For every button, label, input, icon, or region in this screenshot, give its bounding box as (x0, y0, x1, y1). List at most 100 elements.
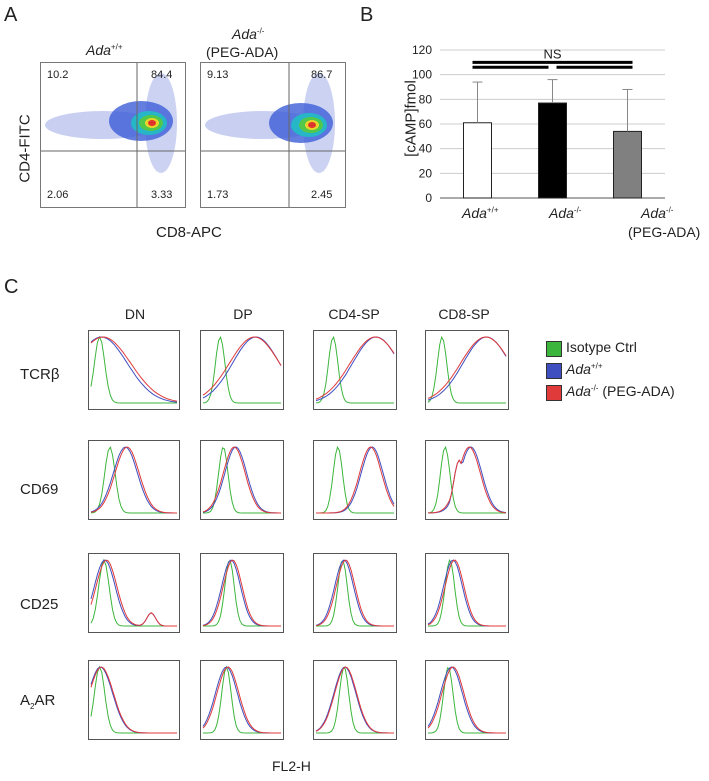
quadrant-lr-right: 2.45 (311, 189, 333, 201)
row-title-tcrb: TCRβ (20, 366, 60, 383)
bar-0 (463, 122, 492, 199)
histogram-plot (315, 335, 395, 404)
histogram-trace-0 (90, 665, 177, 734)
histogram-r0-c2 (313, 330, 397, 410)
histogram-trace-2 (427, 336, 507, 399)
legend-swatch-knockout (546, 385, 562, 401)
bar-2 (613, 130, 642, 199)
histogram-trace-2 (315, 336, 395, 400)
significance-label: NS (543, 47, 561, 62)
histogram-plot (202, 559, 281, 627)
legend-label-isotype: Isotype Ctrl (566, 339, 637, 355)
histogram-r2-c3 (425, 553, 509, 633)
histogram-r0-c3 (425, 330, 509, 410)
histogram-trace-0 (316, 445, 394, 514)
histogram-trace-2 (316, 446, 395, 514)
histogram-plot (90, 445, 177, 514)
histogram-trace-0 (316, 667, 394, 734)
histogram-plot (427, 558, 506, 627)
quadrant-ul-right: 9.13 (207, 69, 229, 81)
histogram-trace-0 (90, 445, 177, 514)
histogram-trace-2 (202, 446, 281, 514)
y-tick-label-0: 0 (425, 191, 432, 205)
bar-chart: 0 20 40 60 80 100 120 NS (412, 43, 665, 205)
row-title-cd69: CD69 (20, 481, 59, 498)
histogram-trace-2 (90, 446, 177, 514)
column-title-dp: DP (233, 306, 253, 322)
histogram-trace-1 (427, 559, 506, 627)
histogram-trace-1 (90, 559, 177, 627)
histogram-r1-c3 (425, 440, 509, 520)
histogram-r2-c0 (88, 553, 180, 633)
dotplot-right-subtitle: (PEG-ADA) (206, 44, 279, 60)
histogram-trace-0 (427, 445, 506, 514)
bar-category-sublabel-2: (PEG-ADA) (628, 224, 701, 240)
histogram-trace-1 (90, 666, 177, 734)
histogram-trace-1 (427, 446, 507, 514)
histogram-trace-2 (428, 446, 507, 514)
bar-chart-y-label: [cAMP]fmol (402, 80, 420, 157)
histogram-trace-0 (427, 335, 506, 404)
legend-swatch-isotype (546, 341, 562, 357)
histogram-trace-0 (315, 335, 394, 404)
dotplot-y-label: CD4-FITC (16, 114, 34, 183)
histogram-plot (202, 446, 281, 514)
histogram-trace-0 (203, 447, 281, 514)
bar-category-label-2: Ada-/- (641, 205, 674, 221)
column-title-cd4sp: CD4-SP (328, 306, 380, 322)
histogram-r2-c2 (313, 553, 397, 633)
histogram-trace-2 (427, 559, 506, 627)
y-tick-label-1: 20 (419, 166, 433, 180)
column-title-dn: DN (124, 306, 146, 322)
histogram-plot (427, 335, 507, 404)
dotplot-right-title: Ada-/- (232, 26, 265, 42)
histogram-r3-c3 (425, 660, 509, 740)
histogram-trace-1 (202, 336, 282, 399)
panel-label-b: B (360, 4, 374, 26)
histogram-trace-0 (428, 558, 506, 627)
dotplot-x-label: CD8-APC (156, 224, 222, 241)
y-tick-label-5: 100 (412, 68, 432, 82)
histogram-trace-2 (90, 666, 177, 734)
y-tick-label-4: 80 (419, 92, 433, 106)
panel-label-a: A (4, 4, 18, 26)
column-title-cd8sp: CD8-SP (438, 306, 490, 322)
histogram-trace-2 (315, 666, 394, 734)
legend-swatch-wildtype (546, 363, 562, 379)
histogram-trace-0 (90, 335, 177, 404)
histogram-trace-2 (90, 559, 177, 627)
histogram-plot (202, 665, 281, 734)
histogram-plot (427, 445, 507, 514)
quadrant-ur-left: 84.4 (151, 69, 173, 81)
histogram-r3-c2 (313, 660, 397, 740)
row-title-cd25: CD25 (20, 596, 59, 613)
histogram-plot (202, 335, 282, 404)
histogram-r1-c2 (313, 440, 397, 520)
quadrant-ll-left: 2.06 (47, 189, 69, 201)
legend-label-wildtype: Ada+/+ (566, 361, 603, 377)
panel-label-c: C (4, 276, 19, 298)
dotplot-left-density (41, 63, 185, 207)
quadrant-lr-left: 3.33 (151, 189, 173, 201)
histogram-trace-0 (90, 558, 177, 627)
histogram-trace-1 (90, 336, 178, 403)
histogram-trace-2 (202, 336, 282, 396)
bar-1 (538, 102, 567, 199)
quadrant-ul-left: 10.2 (47, 69, 69, 81)
y-tick-label-3: 60 (419, 117, 433, 131)
y-tick-label-6: 120 (412, 43, 432, 57)
bar-category-label-1: Ada-/- (549, 205, 582, 221)
histogram-x-label: FL2-H (272, 758, 311, 774)
histogram-r0-c1 (200, 330, 284, 410)
histogram-plot (315, 559, 394, 627)
histogram-r0-c0 (88, 330, 180, 410)
histogram-r2-c1 (200, 553, 284, 633)
histogram-trace-0 (202, 335, 281, 404)
histogram-plot (427, 666, 506, 734)
y-tick-label-2: 40 (419, 142, 433, 156)
dotplot-left-title: Ada+/+ (86, 42, 123, 58)
histogram-plot (315, 666, 394, 734)
histogram-trace-1 (316, 446, 395, 514)
histogram-r1-c1 (200, 440, 284, 520)
histogram-trace-2 (90, 336, 178, 402)
